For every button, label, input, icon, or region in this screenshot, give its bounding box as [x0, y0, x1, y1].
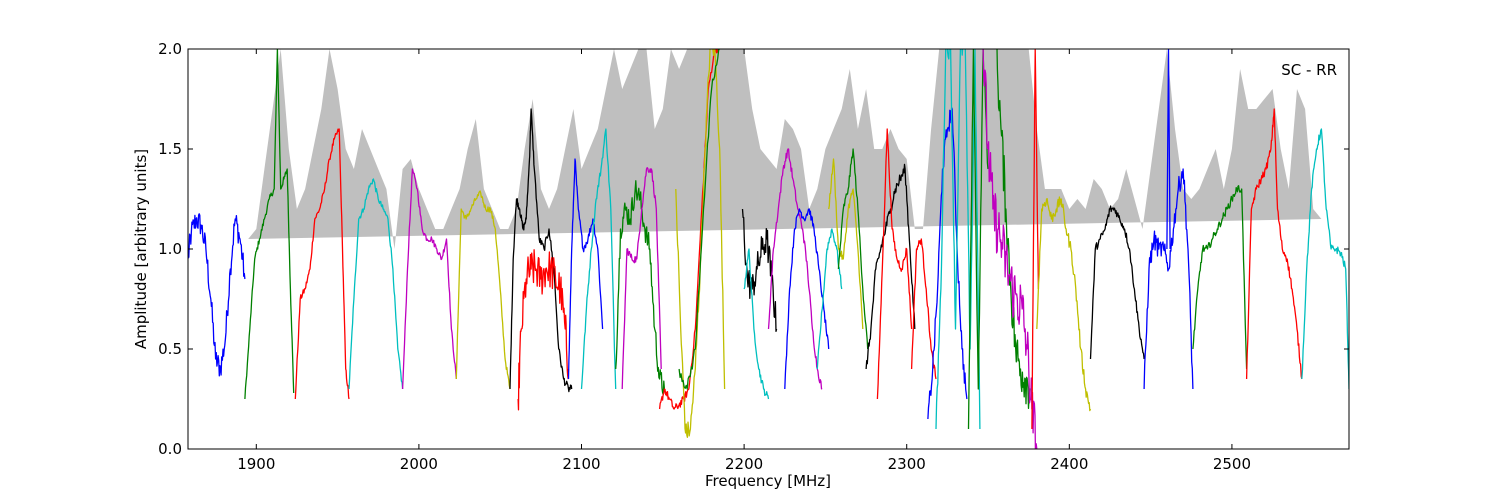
series-line-36 [1245, 108, 1303, 380]
envelope-layer [248, 49, 1322, 249]
series-line-18 [784, 208, 830, 390]
y-tick-label: 2.0 [158, 40, 182, 58]
series-line-16 [743, 248, 770, 400]
series-layer [188, 49, 1349, 449]
series-line-37 [1301, 128, 1349, 390]
y-axis-label: Amplitude [arbitrary units] [132, 149, 150, 349]
series-line-34 [1166, 49, 1171, 250]
series-line-24 [910, 238, 937, 380]
series-line-9 [580, 128, 617, 390]
y-tick-label: 1.5 [158, 140, 182, 158]
series-line-22 [865, 163, 916, 370]
x-tick-label: 2200 [725, 455, 763, 473]
series-line-11 [621, 167, 662, 390]
annotation-label: SC - RR [1281, 61, 1337, 79]
x-axis: 1900 2000 2100 2200 2300 2400 2500 [237, 49, 1251, 473]
series-line-29 [982, 49, 1038, 449]
x-tick-label: 2400 [1050, 455, 1088, 473]
series-line-3 [348, 178, 404, 390]
series-line-17 [767, 148, 823, 390]
series-line-32 [1089, 205, 1145, 360]
series-line-2 [294, 128, 350, 400]
y-tick-label: 1.0 [158, 240, 182, 258]
series-line-1 [244, 49, 295, 400]
series-line-7 [517, 249, 570, 411]
x-tick-label: 2100 [562, 455, 600, 473]
series-line-10 [615, 180, 666, 396]
x-tick-label: 2300 [888, 455, 926, 473]
x-axis-label: Frequency [MHz] [705, 472, 831, 490]
x-tick-label: 2000 [400, 455, 438, 473]
series-line-8 [567, 158, 604, 380]
series-line-19 [816, 228, 843, 370]
series-line-21 [837, 148, 869, 350]
y-tick-label: 0.5 [158, 340, 182, 358]
series-line-6 [509, 108, 573, 393]
series-line-30 [1031, 49, 1040, 430]
series-line-12 [658, 49, 722, 410]
plot-area [188, 49, 1349, 449]
series-line-0 [188, 213, 246, 377]
series-line-15 [741, 208, 778, 332]
series-line-28 [996, 49, 1031, 409]
series-line-33 [1143, 168, 1194, 390]
series-line-20 [828, 158, 864, 330]
envelope-band [248, 49, 1322, 249]
series-line-14 [678, 49, 720, 390]
y-axis: 0.0 0.5 1.0 1.5 2.0 [158, 40, 1349, 458]
series-line-4 [401, 168, 457, 390]
series-line-23 [876, 128, 913, 400]
x-tick-label: 2500 [1213, 455, 1251, 473]
x-tick-label: 1900 [237, 455, 275, 473]
series-line-35 [1192, 185, 1248, 370]
series-line-25 [927, 106, 968, 420]
series-line-31 [1036, 196, 1092, 412]
series-line-26 [935, 49, 981, 430]
series-line-5 [455, 190, 511, 390]
y-tick-label: 0.0 [158, 440, 182, 458]
